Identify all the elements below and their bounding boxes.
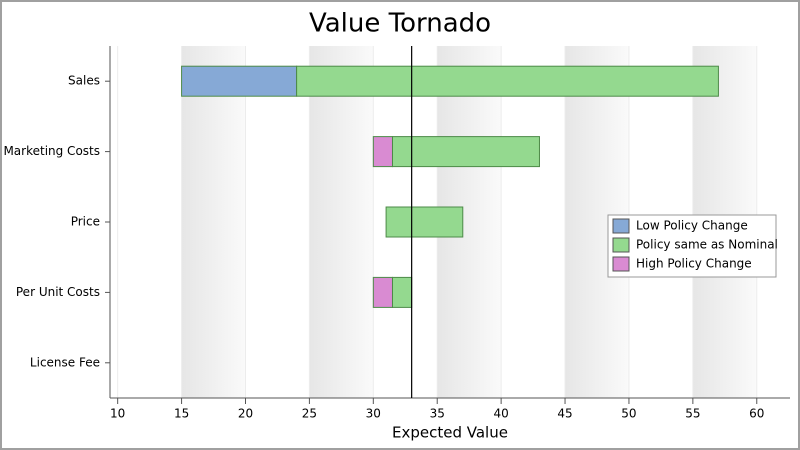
bar xyxy=(372,276,393,308)
x-tick-label: 35 xyxy=(430,407,445,421)
x-tick-label: 55 xyxy=(685,407,700,421)
bar xyxy=(181,65,298,97)
x-tick-label: 30 xyxy=(366,407,381,421)
y-tick-label: License Fee xyxy=(30,355,100,369)
legend-swatch xyxy=(612,237,630,253)
x-tick-label: 40 xyxy=(493,407,508,421)
background-band xyxy=(309,46,374,398)
legend-swatch xyxy=(612,256,630,272)
y-tick-label: Price xyxy=(71,215,100,229)
y-tick-label: Sales xyxy=(68,74,100,88)
x-tick-label: 25 xyxy=(302,407,317,421)
x-tick-label: 15 xyxy=(174,407,189,421)
legend-swatch xyxy=(612,218,630,234)
legend-box xyxy=(607,214,777,278)
chart-title: Value Tornado xyxy=(309,9,491,39)
x-tick-label: 45 xyxy=(557,407,572,421)
x-axis-label: Expected Value xyxy=(392,424,508,442)
bar xyxy=(296,65,719,97)
legend-label: Low Policy Change xyxy=(636,219,748,233)
x-tick-label: 60 xyxy=(749,407,764,421)
legend-label: Policy same as Nominal xyxy=(636,238,778,252)
bar xyxy=(372,136,393,168)
x-tick-label: 20 xyxy=(238,407,253,421)
legend-label: High Policy Change xyxy=(636,257,752,271)
x-tick-label: 50 xyxy=(621,407,636,421)
bar xyxy=(385,206,464,238)
background-band xyxy=(181,46,246,398)
y-tick-label: Per Unit Costs xyxy=(16,285,100,299)
y-tick-label: Marketing Costs xyxy=(3,144,100,158)
bar xyxy=(391,136,540,168)
bar xyxy=(391,276,413,308)
x-tick-label: 10 xyxy=(110,407,125,421)
